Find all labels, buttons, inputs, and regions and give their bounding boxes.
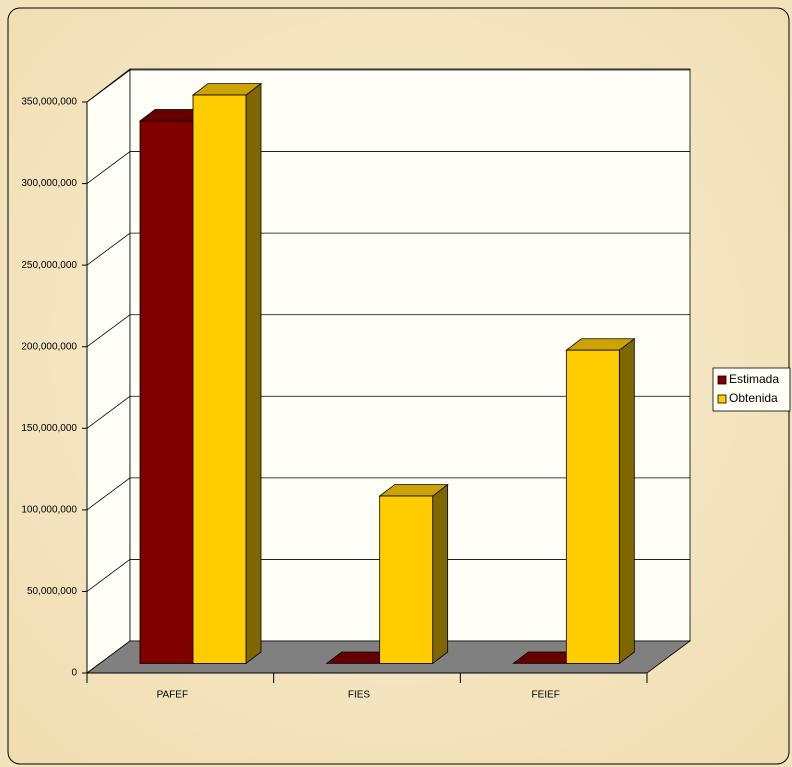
- legend-label: Estimada: [729, 372, 779, 386]
- y-tick-label: 150,000,000: [21, 423, 77, 434]
- legend: [712, 367, 791, 412]
- bar: [139, 120, 194, 664]
- side-wall: [86, 68, 131, 674]
- bar: [379, 495, 434, 664]
- bar: [192, 94, 247, 664]
- y-tick-label: 200,000,000: [21, 341, 77, 352]
- bars: [138, 82, 636, 665]
- grid-line: [86, 69, 131, 103]
- y-tick-label: 100,000,000: [21, 504, 77, 515]
- y-tick-label: 250,000,000: [21, 260, 77, 271]
- y-tick-label: 300,000,000: [21, 178, 77, 189]
- y-tick-label: 0: [71, 668, 77, 679]
- x-tick-label: FEIEF: [531, 690, 559, 701]
- y-tick-label: 350,000,000: [21, 97, 77, 108]
- x-tick-label: PAFEF: [157, 690, 188, 701]
- legend-swatch: [717, 394, 727, 404]
- grid-line: [86, 314, 131, 348]
- grid-line: [86, 232, 131, 266]
- grid-line: [86, 151, 131, 184]
- grid-line: [86, 559, 131, 592]
- bar-side: [618, 337, 635, 665]
- bar-side: [432, 483, 449, 665]
- y-tick-label: 50,000,000: [27, 586, 77, 597]
- grid-line: [86, 477, 131, 511]
- legend-label: Obtenida: [729, 391, 778, 405]
- grid-line: [86, 395, 131, 429]
- bar-side: [245, 82, 262, 665]
- legend-swatch: [717, 375, 727, 385]
- bar: [565, 349, 620, 664]
- x-tick-label: FIES: [348, 690, 371, 701]
